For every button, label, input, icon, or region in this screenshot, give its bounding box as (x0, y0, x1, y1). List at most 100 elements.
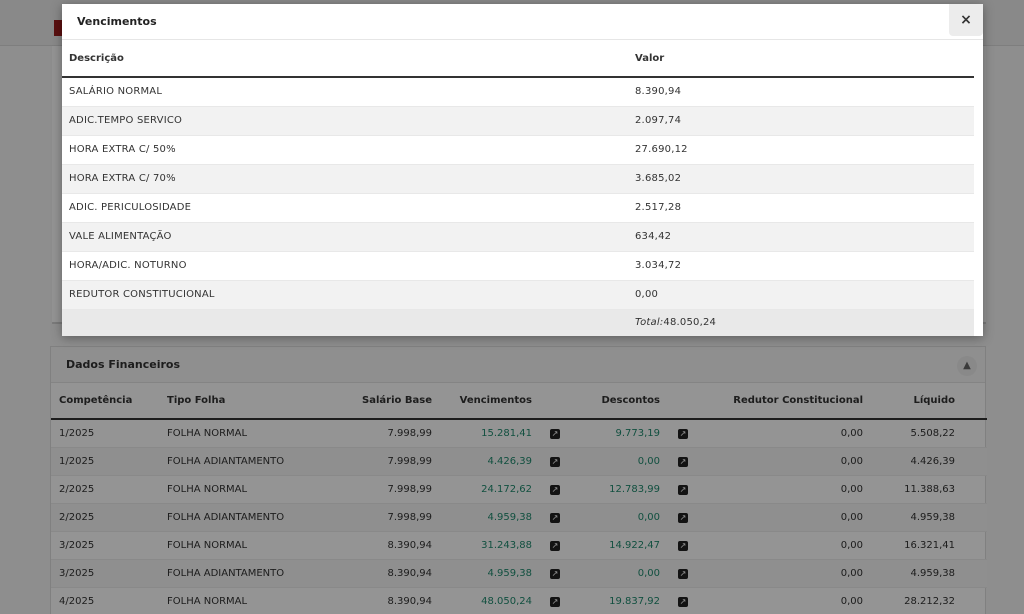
vencimentos-link[interactable]: 4.426,39 (438, 447, 538, 476)
table-row: VALE ALIMENTAÇÃO 634,42 (62, 222, 974, 252)
dados-financeiros-table: Competência Tipo Folha Salário Base Venc… (51, 383, 987, 614)
external-link-icon[interactable]: ↗ (678, 484, 688, 495)
external-link-icon[interactable]: ↗ (550, 596, 560, 607)
redutor-cell: 0,00 (694, 559, 869, 588)
col-descontos[interactable]: Descontos (566, 383, 666, 420)
external-link-icon[interactable]: ↗ (678, 456, 688, 467)
total-label: Total: (635, 317, 664, 329)
external-link-icon[interactable]: ↗ (678, 512, 688, 523)
external-link-icon[interactable]: ↗ (550, 456, 560, 467)
close-button[interactable]: × (949, 4, 983, 36)
valor-cell: 2.097,74 (628, 106, 974, 136)
liquido-cell: 28.212,32 (869, 587, 987, 614)
external-link-icon[interactable]: ↗ (550, 428, 560, 439)
vencimentos-link[interactable]: 48.050,24 (438, 587, 538, 614)
descontos-link[interactable]: 0,00 (566, 503, 666, 532)
descricao-cell: SALÁRIO NORMAL (62, 77, 628, 107)
redutor-cell: 0,00 (694, 419, 869, 448)
salario-base-cell: 7.998,99 (321, 419, 438, 448)
vencimentos-link[interactable]: 31.243,88 (438, 531, 538, 560)
competencia-cell: 2/2025 (51, 503, 161, 532)
descontos-link[interactable]: 14.922,47 (566, 531, 666, 560)
liquido-cell: 4.426,39 (869, 447, 987, 476)
redutor-cell: 0,00 (694, 475, 869, 504)
close-icon: × (960, 12, 972, 28)
dados-financeiros-header: Dados Financeiros ▲ (51, 347, 985, 383)
tipo-folha-cell: FOLHA NORMAL (161, 419, 321, 448)
external-link-icon[interactable]: ↗ (550, 568, 560, 579)
external-link-icon[interactable]: ↗ (678, 540, 688, 551)
descontos-link[interactable]: 12.783,99 (566, 475, 666, 504)
col-tipo-folha[interactable]: Tipo Folha (161, 383, 321, 420)
table-row: SALÁRIO NORMAL 8.390,94 (62, 77, 974, 107)
table-row: 2/2025 FOLHA NORMAL 7.998,99 24.172,62 ↗ 12.7… (51, 475, 987, 504)
col-salario-base[interactable]: Salário Base (321, 383, 438, 420)
external-link-icon[interactable]: ↗ (550, 512, 560, 523)
vencimentos-link[interactable]: 4.959,38 (438, 503, 538, 532)
redutor-cell: 0,00 (694, 587, 869, 614)
descricao-cell: ADIC.TEMPO SERVICO (62, 106, 628, 136)
table-row: ADIC. PERICULOSIDADE 2.517,28 (62, 193, 974, 223)
tipo-folha-cell: FOLHA NORMAL (161, 531, 321, 560)
col-competencia[interactable]: Competência (51, 383, 161, 420)
modal-title: Vencimentos (77, 15, 157, 28)
external-link-icon[interactable]: ↗ (550, 484, 560, 495)
vencimentos-link[interactable]: 24.172,62 (438, 475, 538, 504)
valor-cell: 0,00 (628, 280, 974, 310)
external-link-icon[interactable]: ↗ (678, 568, 688, 579)
descricao-cell: HORA EXTRA C/ 70% (62, 164, 628, 194)
table-row: HORA EXTRA C/ 50% 27.690,12 (62, 135, 974, 165)
table-row: HORA/ADIC. NOTURNO 3.034,72 (62, 251, 974, 281)
descontos-link[interactable]: 19.837,92 (566, 587, 666, 614)
table-row: 1/2025 FOLHA NORMAL 7.998,99 15.281,41 ↗ 9.77… (51, 419, 987, 448)
descontos-link[interactable]: 0,00 (566, 447, 666, 476)
table-row: 3/2025 FOLHA NORMAL 8.390,94 31.243,88 ↗ 14.9… (51, 531, 987, 560)
chevron-up-icon[interactable]: ▲ (957, 356, 977, 376)
total-cell: Total:48.050,24 (628, 309, 974, 336)
table-row: 2/2025 FOLHA ADIANTAMENTO 7.998,99 4.959,38… (51, 503, 987, 532)
vencimentos-link[interactable]: 15.281,41 (438, 419, 538, 448)
descricao-cell: ADIC. PERICULOSIDADE (62, 193, 628, 223)
dados-financeiros-title: Dados Financeiros (66, 358, 181, 371)
descontos-link[interactable]: 9.773,19 (566, 419, 666, 448)
col-valor: Valor (628, 40, 974, 78)
dados-financeiros-body: 1/2025 FOLHA NORMAL 7.998,99 15.281,41 ↗ 9.77… (51, 419, 987, 614)
liquido-cell: 16.321,41 (869, 531, 987, 560)
descricao-cell: VALE ALIMENTAÇÃO (62, 222, 628, 252)
col-liquido[interactable]: Líquido (869, 383, 987, 420)
valor-cell: 27.690,12 (628, 135, 974, 165)
external-link-icon[interactable]: ↗ (678, 596, 688, 607)
descricao-cell: HORA EXTRA C/ 50% (62, 135, 628, 165)
vencimentos-table: Descrição Valor SALÁRIO NORMAL 8.390,94 AD… (62, 40, 974, 336)
vencimentos-modal: Vencimentos × Descrição Valor SALÁRIO NO… (62, 4, 983, 336)
tipo-folha-cell: FOLHA NORMAL (161, 475, 321, 504)
redutor-cell: 0,00 (694, 503, 869, 532)
salario-base-cell: 7.998,99 (321, 475, 438, 504)
external-link-icon[interactable]: ↗ (678, 428, 688, 439)
valor-cell: 2.517,28 (628, 193, 974, 223)
descricao-cell: REDUTOR CONSTITUCIONAL (62, 280, 628, 310)
salario-base-cell: 8.390,94 (321, 559, 438, 588)
brand-logo (54, 20, 62, 36)
col-redutor[interactable]: Redutor Constitucional (694, 383, 869, 420)
salario-base-cell: 7.998,99 (321, 447, 438, 476)
vencimentos-body: SALÁRIO NORMAL 8.390,94 ADIC.TEMPO SERVICO… (62, 77, 974, 310)
col-vencimentos[interactable]: Vencimentos (438, 383, 538, 420)
redutor-cell: 0,00 (694, 531, 869, 560)
vencimentos-link[interactable]: 4.959,38 (438, 559, 538, 588)
descricao-cell: HORA/ADIC. NOTURNO (62, 251, 628, 281)
competencia-cell: 2/2025 (51, 475, 161, 504)
table-row: 3/2025 FOLHA ADIANTAMENTO 8.390,94 4.959,38… (51, 559, 987, 588)
tipo-folha-cell: FOLHA ADIANTAMENTO (161, 503, 321, 532)
redutor-cell: 0,00 (694, 447, 869, 476)
external-link-icon[interactable]: ↗ (550, 540, 560, 551)
salario-base-cell: 8.390,94 (321, 531, 438, 560)
modal-header: Vencimentos × (62, 4, 983, 40)
descontos-link[interactable]: 0,00 (566, 559, 666, 588)
table-row: REDUTOR CONSTITUCIONAL 0,00 (62, 280, 974, 310)
liquido-cell: 11.388,63 (869, 475, 987, 504)
total-empty-cell (62, 309, 628, 336)
liquido-cell: 5.508,22 (869, 419, 987, 448)
total-row: Total:48.050,24 (62, 309, 974, 336)
table-header-row: Competência Tipo Folha Salário Base Venc… (51, 383, 987, 420)
